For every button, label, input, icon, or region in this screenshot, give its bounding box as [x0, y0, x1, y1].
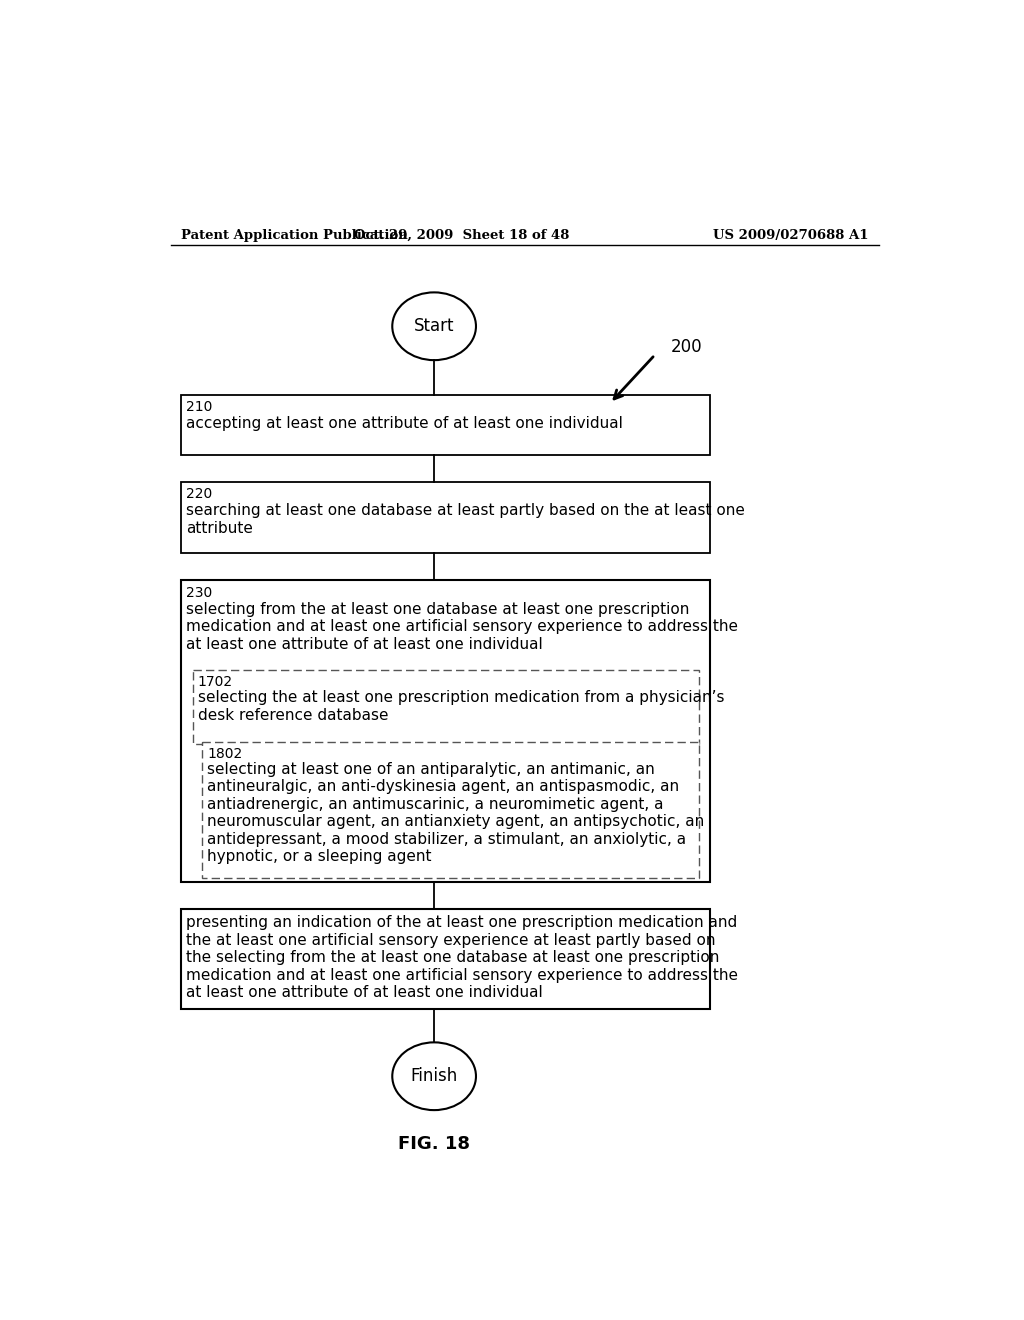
- Bar: [180, 395, 710, 455]
- Bar: [203, 742, 699, 878]
- Text: presenting an indication of the at least one prescription medication and
the at : presenting an indication of the at least…: [186, 915, 738, 1001]
- Bar: [194, 671, 699, 743]
- Text: Finish: Finish: [411, 1068, 458, 1085]
- Bar: [180, 482, 710, 553]
- Text: 200: 200: [671, 338, 702, 356]
- Text: Oct. 29, 2009  Sheet 18 of 48: Oct. 29, 2009 Sheet 18 of 48: [353, 228, 569, 242]
- Bar: [180, 909, 710, 1010]
- Text: 230: 230: [186, 586, 212, 599]
- Text: 220: 220: [186, 487, 212, 502]
- Bar: [180, 581, 710, 882]
- Text: Start: Start: [414, 317, 455, 335]
- Text: selecting from the at least one database at least one prescription
medication an: selecting from the at least one database…: [186, 602, 738, 652]
- Text: 210: 210: [186, 400, 213, 414]
- Text: selecting at least one of an antiparalytic, an antimanic, an
antineuralgic, an a: selecting at least one of an antiparalyt…: [207, 762, 705, 865]
- Text: 1802: 1802: [207, 747, 243, 760]
- Text: accepting at least one attribute of at least one individual: accepting at least one attribute of at l…: [186, 416, 623, 432]
- Text: selecting the at least one prescription medication from a physician’s
desk refer: selecting the at least one prescription …: [198, 690, 724, 723]
- Text: 1702: 1702: [198, 675, 232, 689]
- Text: searching at least one database at least partly based on the at least one
attrib: searching at least one database at least…: [186, 503, 745, 536]
- Text: FIG. 18: FIG. 18: [398, 1135, 470, 1152]
- Text: Patent Application Publication: Patent Application Publication: [180, 228, 408, 242]
- Text: US 2009/0270688 A1: US 2009/0270688 A1: [714, 228, 869, 242]
